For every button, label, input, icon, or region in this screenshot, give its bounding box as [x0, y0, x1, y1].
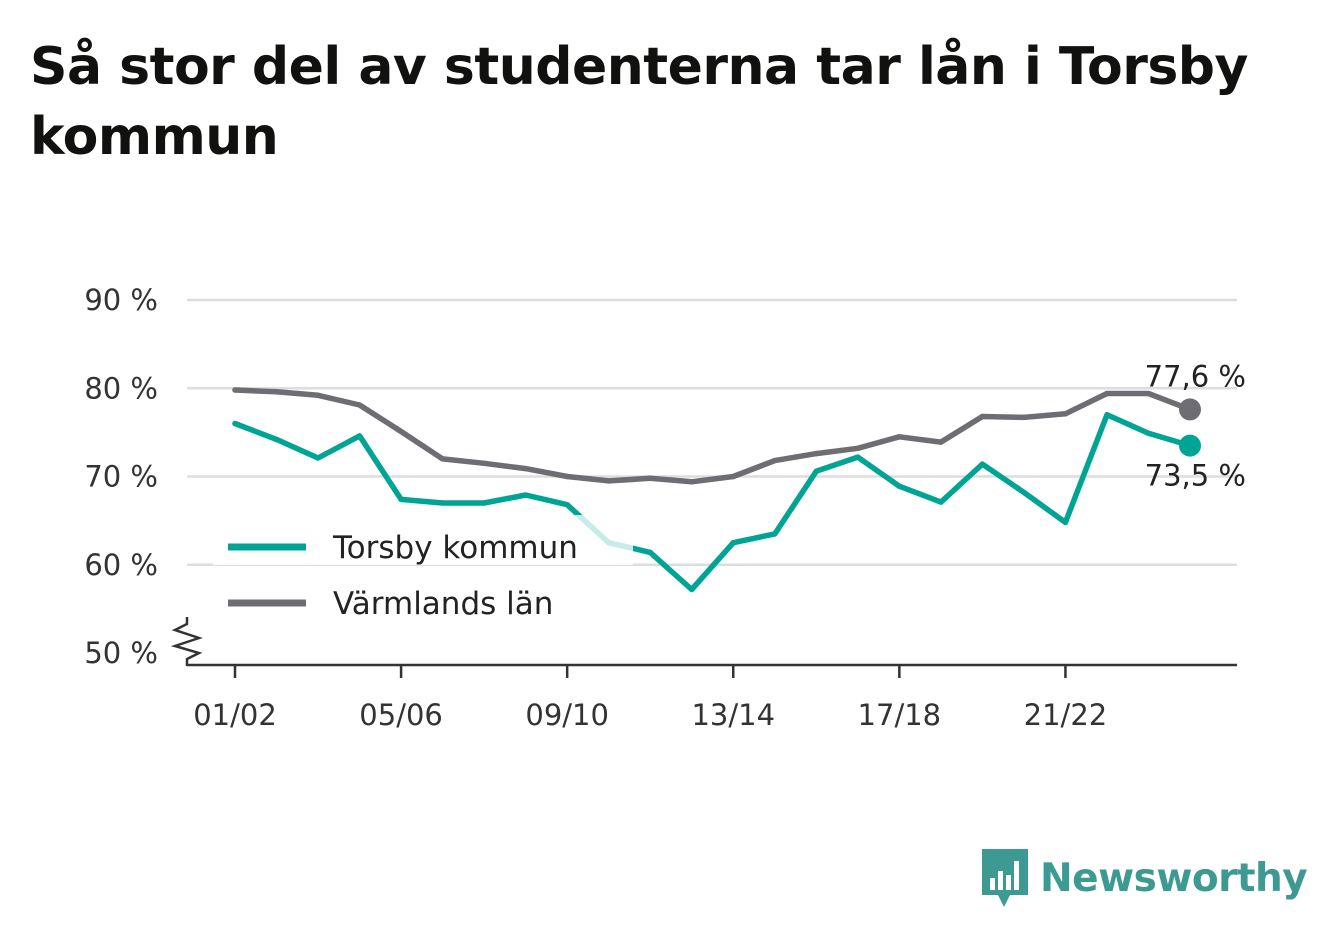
- brand-name: Newsworthy: [1040, 855, 1308, 901]
- data-point: [938, 439, 944, 445]
- x-tick-label: 05/06: [359, 698, 443, 732]
- data-point: [772, 531, 778, 537]
- x-tick-label: 09/10: [525, 698, 609, 732]
- data-point: [730, 473, 736, 480]
- data-point: [522, 465, 529, 472]
- x-tick-label: 13/14: [691, 698, 775, 732]
- data-point: [938, 499, 944, 505]
- series-line-torsby: [232, 411, 1193, 593]
- end-point-torsby: [1179, 434, 1201, 457]
- y-tick-label: 90 %: [84, 283, 158, 317]
- data-point: [232, 420, 238, 427]
- x-axis: [170, 617, 1237, 667]
- data-point: [896, 434, 903, 440]
- data-point: [356, 433, 363, 439]
- data-point: [689, 586, 695, 593]
- legend-label: Värmlands län: [333, 586, 553, 622]
- end-point-varmland: [1179, 398, 1201, 421]
- data-point: [1062, 519, 1069, 526]
- data-point: [772, 457, 778, 464]
- data-point: [813, 450, 820, 457]
- data-point: [813, 468, 820, 474]
- data-point: [1021, 489, 1027, 496]
- legend-background: [213, 515, 633, 565]
- bar-chart-icon: [982, 849, 1028, 907]
- data-point: [273, 436, 280, 443]
- data-point: [315, 392, 321, 399]
- data-point: [481, 460, 487, 466]
- data-point: [564, 502, 570, 508]
- x-axis-ticks: 01/02 05/06 09/10 13/14 17/18 21/22: [193, 665, 1107, 732]
- data-point: [896, 483, 903, 489]
- y-axis-ticks: 50 % 60 % 70 % 80 % 90 %: [84, 283, 158, 670]
- data-point: [315, 455, 321, 461]
- data-point: [979, 461, 986, 467]
- data-point: [439, 456, 446, 462]
- data-point: [730, 539, 736, 546]
- data-point: [689, 479, 695, 485]
- data-point: [1145, 430, 1152, 436]
- data-point: [1062, 411, 1069, 417]
- data-point: [1104, 412, 1110, 418]
- axis-break-icon: [170, 617, 203, 666]
- data-point: [398, 496, 404, 503]
- data-point: [398, 428, 404, 435]
- y-tick-label: 70 %: [84, 460, 158, 494]
- data-point: [855, 445, 861, 451]
- data-point: [1021, 414, 1027, 421]
- data-point: [605, 478, 612, 484]
- y-tick-label: 80 %: [84, 371, 158, 405]
- data-point: [1104, 390, 1110, 397]
- y-tick-label: 50 %: [84, 636, 158, 670]
- data-point: [232, 387, 238, 393]
- x-tick-label: 01/02: [193, 698, 277, 732]
- data-point: [481, 500, 487, 506]
- chart-title: Så stor del av studenterna tar lån i Tor…: [30, 37, 1248, 167]
- data-point: [647, 549, 653, 556]
- x-tick-label: 17/18: [858, 698, 942, 732]
- end-label-varmland: 77,6 %: [1145, 359, 1246, 393]
- data-point: [273, 389, 280, 395]
- end-label-torsby: 73,5 %: [1145, 459, 1246, 493]
- data-point: [647, 475, 653, 481]
- end-labels: 77,6 % 73,5 %: [1145, 359, 1246, 492]
- data-point: [855, 454, 861, 460]
- data-point: [356, 402, 363, 408]
- x-tick-label: 21/22: [1024, 698, 1108, 732]
- legend-label: Torsby kommun: [332, 530, 578, 566]
- data-point: [439, 500, 446, 506]
- legend: Torsby kommun Värmlands län: [213, 515, 633, 622]
- series-line-varmland: [232, 387, 1193, 485]
- data-point: [1145, 390, 1152, 397]
- data-point: [522, 492, 529, 498]
- data-point: [979, 413, 986, 420]
- y-tick-label: 60 %: [84, 548, 158, 582]
- data-point: [564, 473, 570, 480]
- newsworthy-logo: Newsworthy: [980, 848, 1308, 908]
